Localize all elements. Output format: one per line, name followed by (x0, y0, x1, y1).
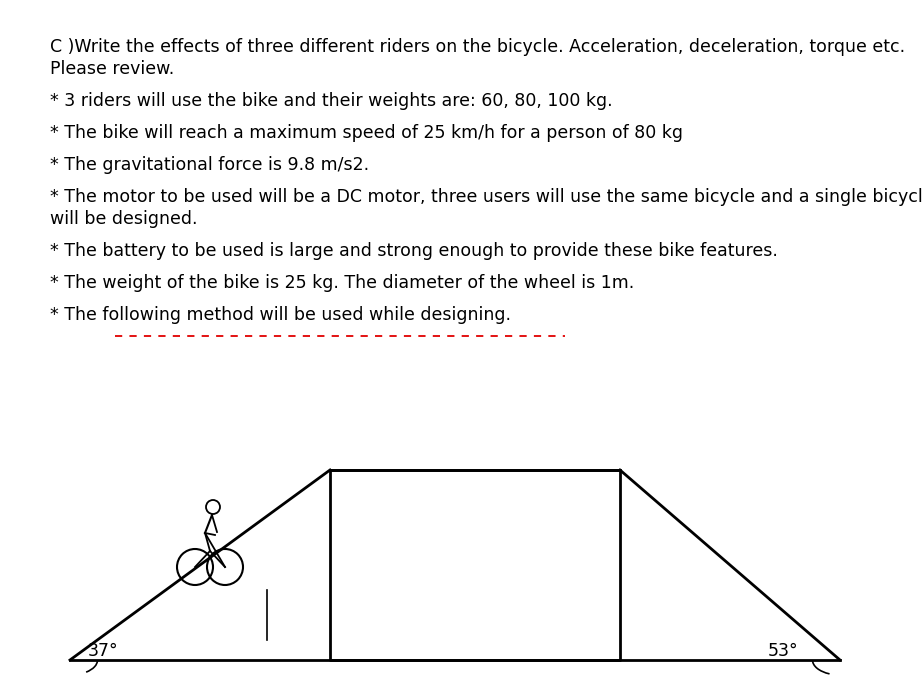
Text: Please review.: Please review. (50, 60, 174, 78)
Text: * The gravitational force is 9.8 m/s2.: * The gravitational force is 9.8 m/s2. (50, 156, 369, 174)
Text: * The motor to be used will be a DC motor, three users will use the same bicycle: * The motor to be used will be a DC moto… (50, 188, 922, 206)
Text: 53°: 53° (768, 642, 798, 660)
Text: will be designed.: will be designed. (50, 210, 197, 228)
Text: C )Write the effects of three different riders on the bicycle. Acceleration, dec: C )Write the effects of three different … (50, 38, 905, 56)
Text: * The bike will reach a maximum speed of 25 km/h for a person of 80 kg: * The bike will reach a maximum speed of… (50, 124, 683, 142)
Text: 37°: 37° (88, 642, 119, 660)
Text: * 3 riders will use the bike and their weights are: 60, 80, 100 kg.: * 3 riders will use the bike and their w… (50, 92, 612, 110)
Text: * The weight of the bike is 25 kg. The diameter of the wheel is 1m.: * The weight of the bike is 25 kg. The d… (50, 274, 634, 292)
Text: * The following method will be used while designing.: * The following method will be used whil… (50, 306, 511, 324)
Text: * The battery to be used is large and strong enough to provide these bike featur: * The battery to be used is large and st… (50, 242, 778, 260)
